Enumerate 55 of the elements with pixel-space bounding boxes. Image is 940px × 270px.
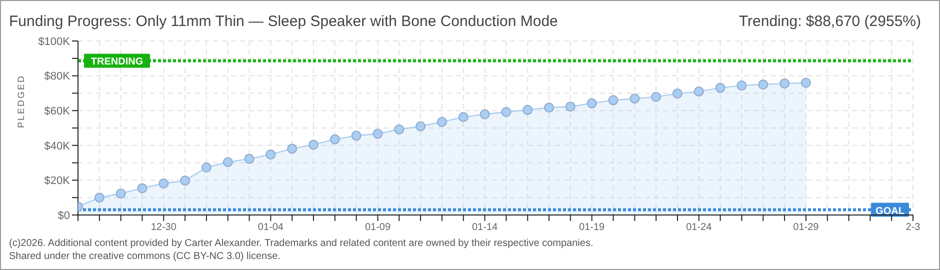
point (522, 104, 533, 115)
x-tick-label: 01-14 (472, 222, 498, 234)
x-tick-label: 01-19 (579, 222, 606, 234)
point (672, 88, 682, 99)
x-tick-label: 01-04 (258, 222, 284, 234)
point (608, 95, 618, 106)
ref-line-label: GOAL (876, 206, 904, 217)
x-tick-label: 01-24 (686, 222, 712, 234)
y-tick-label: $100K (38, 36, 71, 48)
point (544, 102, 554, 113)
x-tick-label: 01-09 (364, 222, 391, 234)
point (586, 98, 597, 108)
x-tick-label: 2-3 (906, 222, 921, 234)
point (94, 192, 104, 203)
point (758, 80, 768, 90)
point (308, 140, 319, 150)
point (565, 102, 576, 112)
point (372, 128, 383, 139)
point (736, 80, 747, 91)
point (266, 149, 276, 160)
point (800, 78, 811, 88)
point (287, 144, 298, 154)
point (330, 134, 340, 144)
point (480, 109, 490, 120)
text: Shared under the creative commons (CC BY-NC 3.0) license. (9, 250, 282, 263)
point (222, 157, 233, 168)
y-axis-title: PLEDGED (16, 74, 26, 128)
chart-title: Funding Progress: Only 11mm Thin — Sleep Speaker with Bone Conduction Mode (9, 13, 558, 30)
text: (c)2026. Additional content provided by Carter Alexander. Trademarks and related content are owned by their respective companies. (9, 237, 594, 250)
y-tick-label: $20K (44, 175, 71, 188)
point (694, 86, 704, 96)
point (651, 92, 662, 102)
point (436, 116, 447, 127)
point (351, 130, 362, 141)
point (394, 124, 404, 134)
point (116, 188, 126, 199)
point (630, 94, 640, 104)
text: Trending: $88,670 (2955%) (738, 13, 921, 30)
point (458, 112, 468, 122)
y-tick-label: $40K (44, 140, 71, 152)
y-tick-label: $80K (44, 70, 71, 83)
x-tick-label: 01-29 (793, 222, 820, 234)
x-tick-label: 12-30 (150, 222, 177, 234)
point (715, 82, 726, 93)
point (244, 154, 254, 164)
point (158, 178, 169, 189)
ref-line-label: TRENDING (90, 56, 144, 68)
y-tick-label: $60K (44, 106, 71, 118)
point (180, 176, 190, 186)
point (416, 121, 426, 132)
point (780, 78, 790, 88)
y-tick-label: $0 (58, 210, 70, 222)
point (501, 106, 512, 117)
point (201, 162, 212, 172)
point (137, 183, 148, 194)
